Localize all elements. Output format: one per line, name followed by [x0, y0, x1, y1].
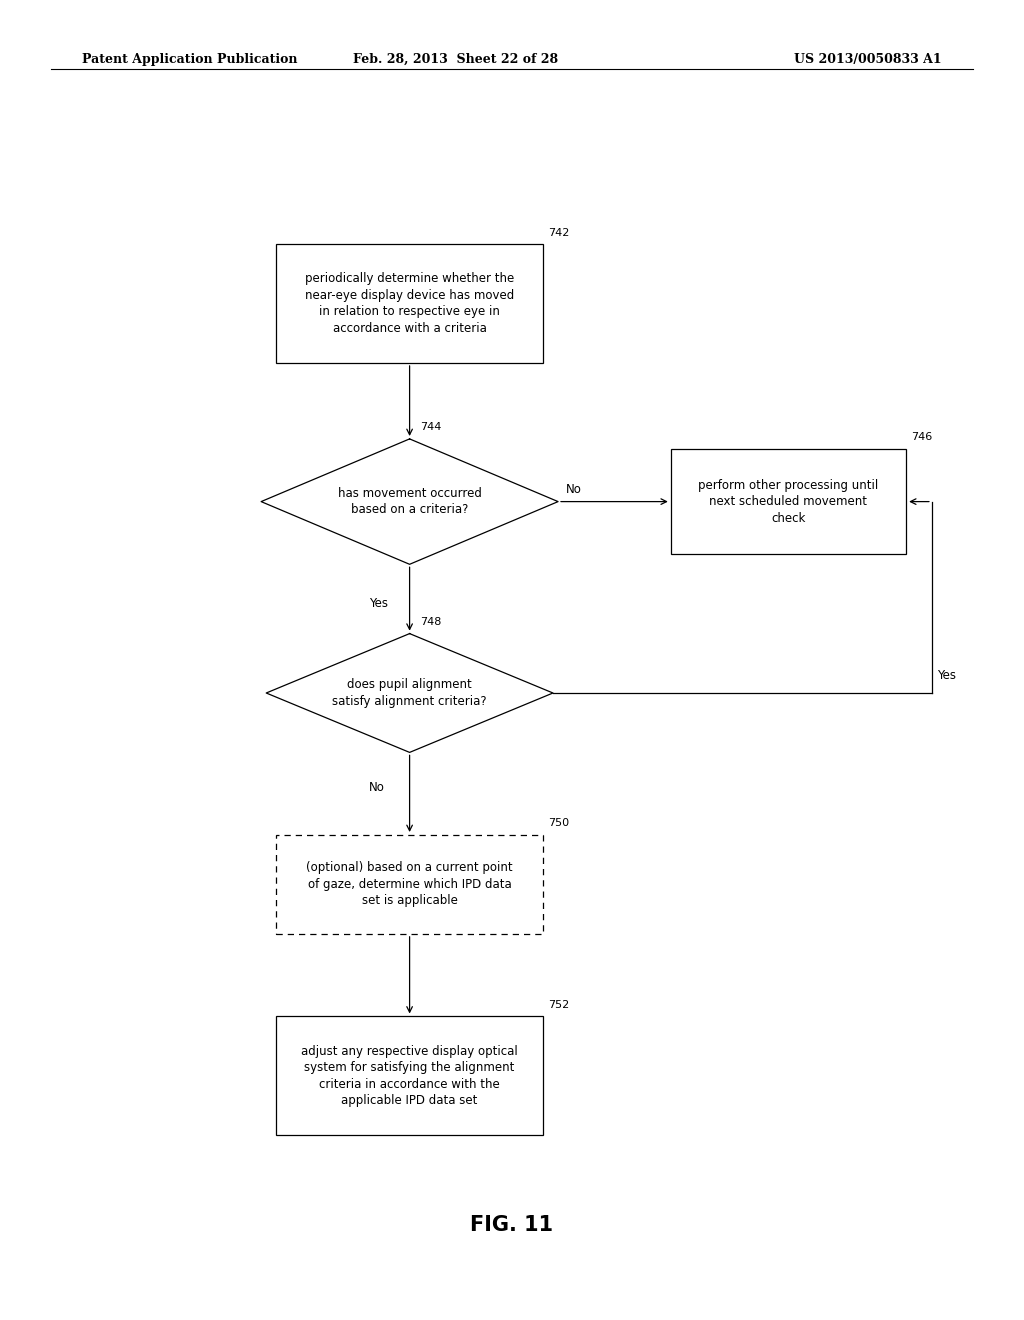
Text: does pupil alignment
satisfy alignment criteria?: does pupil alignment satisfy alignment c… [332, 678, 487, 708]
Text: No: No [369, 781, 385, 795]
Text: 752: 752 [548, 999, 569, 1010]
Text: (optional) based on a current point
of gaze, determine which IPD data
set is app: (optional) based on a current point of g… [306, 862, 513, 907]
Text: periodically determine whether the
near-eye display device has moved
in relation: periodically determine whether the near-… [305, 272, 514, 335]
Bar [276, 1016, 543, 1135]
Bar [671, 449, 906, 554]
Text: has movement occurred
based on a criteria?: has movement occurred based on a criteri… [338, 487, 481, 516]
Text: 744: 744 [420, 422, 441, 433]
Text: 750: 750 [548, 818, 569, 829]
Bar [276, 836, 543, 935]
Text: 742: 742 [548, 227, 569, 238]
Text: Patent Application Publication: Patent Application Publication [82, 53, 297, 66]
Text: Yes: Yes [937, 669, 956, 682]
Text: 748: 748 [420, 616, 441, 627]
Text: No: No [566, 483, 583, 496]
Text: FIG. 11: FIG. 11 [470, 1214, 554, 1236]
Text: US 2013/0050833 A1: US 2013/0050833 A1 [795, 53, 942, 66]
Text: Yes: Yes [369, 597, 388, 610]
Bar [276, 244, 543, 363]
Text: Feb. 28, 2013  Sheet 22 of 28: Feb. 28, 2013 Sheet 22 of 28 [353, 53, 558, 66]
Text: adjust any respective display optical
system for satisfying the alignment
criter: adjust any respective display optical sy… [301, 1044, 518, 1107]
Text: perform other processing until
next scheduled movement
check: perform other processing until next sche… [698, 479, 879, 524]
Text: 746: 746 [911, 432, 933, 442]
